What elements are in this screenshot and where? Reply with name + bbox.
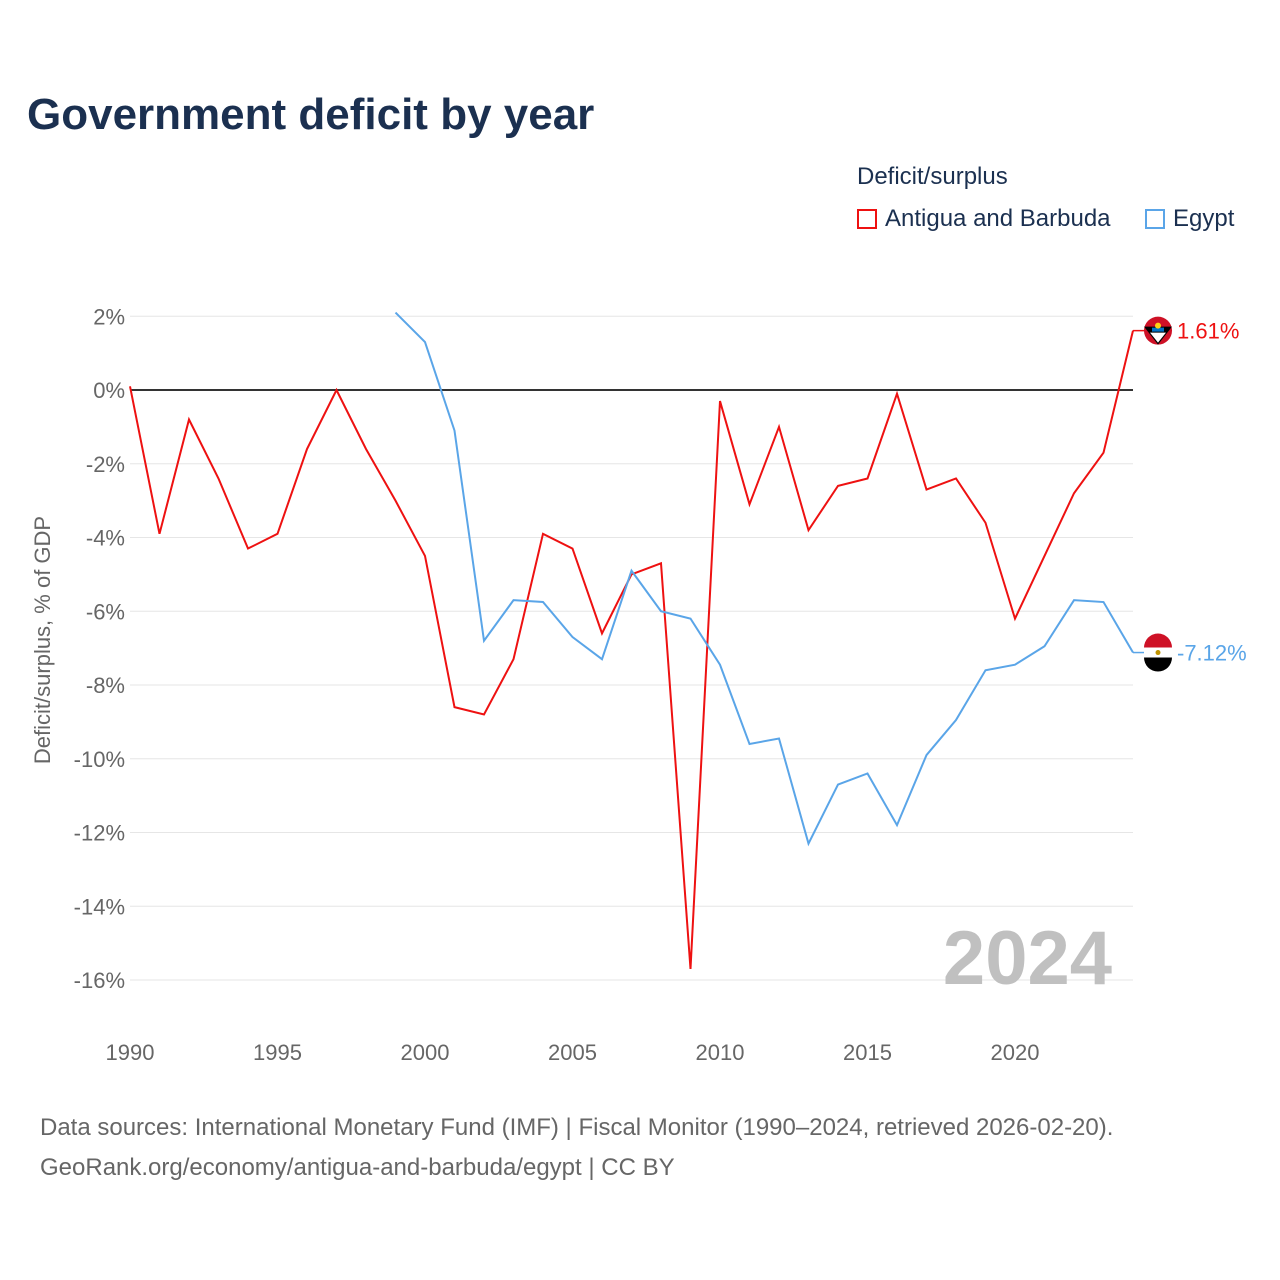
end-value-label: 1.61% <box>1177 319 1239 344</box>
series-line-egypt <box>394 311 1134 847</box>
antigua-flag-icon <box>1152 327 1164 332</box>
y-tick-label: -2% <box>86 452 125 477</box>
legend-swatch-antigua <box>857 209 877 229</box>
egypt-flag-icon <box>1144 633 1172 648</box>
line-chart: 2% 0% -2% -4% -6% -8% -10% -12% -14% -16% 1990 1995… <box>30 304 1247 1065</box>
legend-title: Deficit/surplus <box>857 163 1008 190</box>
page-title: Government deficit by year <box>27 90 595 139</box>
legend-item-antigua[interactable]: Antigua and Barbuda <box>857 205 1111 233</box>
x-tick-label: 2020 <box>991 1040 1040 1065</box>
legend-label: Antigua and Barbuda <box>885 205 1111 232</box>
y-tick-label: -14% <box>74 894 125 919</box>
y-tick-label: -4% <box>86 526 125 551</box>
legend-item-egypt[interactable]: Egypt <box>1145 205 1234 233</box>
y-tick-label: 2% <box>93 304 125 329</box>
egypt-flag-icon <box>1144 657 1172 672</box>
legend-label: Egypt <box>1173 205 1235 232</box>
antigua-flag-icon <box>1155 322 1161 329</box>
y-tick-label: -16% <box>74 968 125 993</box>
y-tick-label: -6% <box>86 599 125 624</box>
antigua-flag-icon <box>1150 332 1166 343</box>
series-line-antigua <box>129 330 1134 970</box>
source-note: Data sources: International Monetary Fun… <box>40 1108 1113 1188</box>
x-tick-label: 1990 <box>106 1040 155 1065</box>
y-axis-label: Deficit/surplus, % of GDP <box>30 516 55 764</box>
y-tick-label: 0% <box>93 378 125 403</box>
x-tick-label: 2000 <box>401 1040 450 1065</box>
y-tick-label: -10% <box>74 747 125 772</box>
egypt-flag-icon <box>1155 650 1161 656</box>
x-tick-label: 2005 <box>548 1040 597 1065</box>
x-tick-label: 2010 <box>696 1040 745 1065</box>
source-line: Data sources: International Monetary Fun… <box>40 1114 1114 1141</box>
y-tick-label: -8% <box>86 673 125 698</box>
year-watermark: 2024 <box>943 916 1112 1001</box>
legend-swatch-egypt <box>1145 209 1165 229</box>
end-value-label: -7.12% <box>1177 641 1247 666</box>
x-tick-label: 2015 <box>843 1040 892 1065</box>
source-link[interactable]: GeoRank.org/economy/antigua-and-barbuda/… <box>40 1154 675 1181</box>
x-tick-label: 1995 <box>253 1040 302 1065</box>
y-tick-label: -12% <box>74 821 125 846</box>
